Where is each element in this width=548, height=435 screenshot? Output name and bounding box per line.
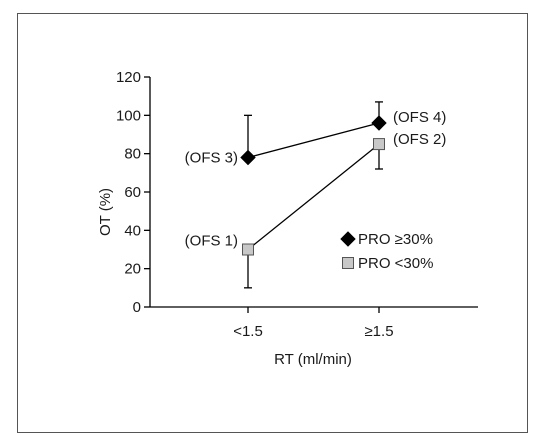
- data-point: [240, 149, 256, 166]
- legend-label: PRO <30%: [358, 255, 433, 272]
- x-axis-label: RT (ml/min): [274, 351, 352, 368]
- y-tick-label: 40: [124, 222, 141, 239]
- data-label: (OFS 4): [393, 109, 446, 126]
- y-tick-label: 80: [124, 146, 141, 163]
- legend-item-0: PRO ≥30%: [340, 231, 433, 248]
- y-tick-label: 20: [124, 261, 141, 278]
- data-point: [373, 138, 385, 151]
- data-point: [242, 243, 254, 256]
- series-line: [247, 143, 380, 251]
- y-tick-label: 60: [124, 184, 141, 201]
- figure-frame: [17, 13, 528, 433]
- series-0: (OFS 3) (OFS 4): [185, 101, 446, 167]
- y-tick-label: 120: [116, 69, 141, 86]
- x-tick-label: ≥1.5: [364, 323, 393, 340]
- y-axis-label: OT (%): [97, 188, 114, 236]
- data-label: (OFS 2): [393, 131, 446, 148]
- series-layer: (OFS 3) (OFS 4) (OFS 1) (OFS 2): [185, 101, 446, 289]
- y-tick-label: 100: [116, 107, 141, 124]
- legend-marker: [342, 257, 354, 269]
- x-tick-label: <1.5: [233, 323, 263, 340]
- data-label: (OFS 1): [185, 233, 238, 250]
- legend-label: PRO ≥30%: [358, 231, 433, 248]
- y-tick-label: 0: [133, 299, 141, 316]
- legend-item-1: PRO <30%: [342, 255, 433, 272]
- series-1: (OFS 1) (OFS 2): [185, 131, 446, 289]
- legend-marker: [340, 231, 356, 247]
- axes: 0 20 40 60 80 100 120 <1.5 ≥1.5: [116, 69, 478, 340]
- data-point: [371, 115, 387, 131]
- series-line: [247, 122, 380, 159]
- legend: PRO ≥30% PRO <30%: [340, 231, 433, 272]
- data-label: (OFS 3): [185, 150, 238, 167]
